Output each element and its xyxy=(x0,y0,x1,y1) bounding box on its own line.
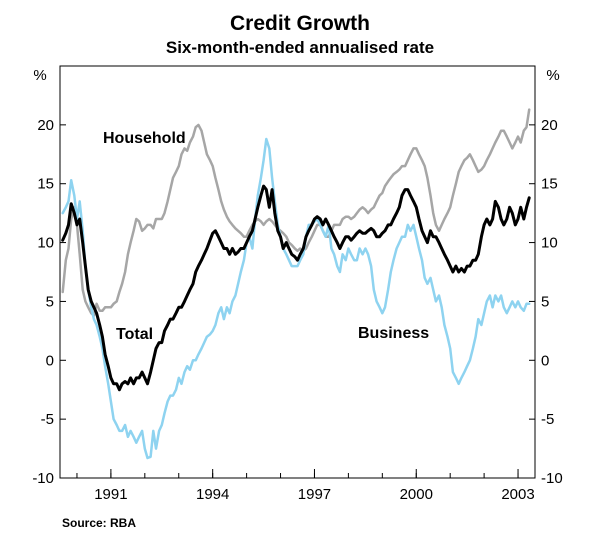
total-series-line xyxy=(61,184,531,392)
plot-frame xyxy=(59,65,536,479)
y-tick-label-left: 0 xyxy=(46,352,54,369)
y-tick-label-left: -5 xyxy=(41,411,54,428)
household-label: Household xyxy=(103,130,186,147)
y-unit-right: % xyxy=(546,67,559,84)
y-axis-left: -10 -5 0 5 10 15 20 xyxy=(32,117,66,487)
source-note: Source: RBA xyxy=(62,516,136,530)
y-axis-right: -10 -5 0 5 10 15 20 xyxy=(529,117,563,487)
x-tick-label: 2003 xyxy=(501,486,534,503)
x-tick-label: 1997 xyxy=(298,486,331,503)
y-tick-label-left: 20 xyxy=(37,117,54,134)
total-label: Total xyxy=(116,326,153,343)
y-tick-label-left: -10 xyxy=(32,470,54,487)
y-tick-label-left: 5 xyxy=(46,293,54,310)
y-tick-label-right: 5 xyxy=(541,293,549,310)
y-unit-left: % xyxy=(33,67,46,84)
y-tick-label-right: -5 xyxy=(541,411,554,428)
y-tick-label-right: 20 xyxy=(541,117,558,134)
y-tick-label-left: 10 xyxy=(37,235,54,252)
y-tick-label-left: 15 xyxy=(37,176,54,193)
household-series-line xyxy=(61,108,531,317)
chart-title: Credit Growth xyxy=(230,12,370,35)
x-tick-label: 2000 xyxy=(400,486,433,503)
x-tick-label: 1994 xyxy=(196,486,229,503)
y-tick-label-right: 0 xyxy=(541,352,549,369)
business-label: Business xyxy=(358,325,429,342)
y-tick-label-right: 15 xyxy=(541,176,558,193)
chart-subtitle: Six-month-ended annualised rate xyxy=(166,38,434,57)
y-tick-label-right: 10 xyxy=(541,235,558,252)
x-tick-label: 1991 xyxy=(94,486,127,503)
y-tick-label-right: -10 xyxy=(541,470,563,487)
x-axis: 1991 1994 1997 2000 2003 xyxy=(76,469,535,503)
series-layer xyxy=(61,108,531,460)
business-series-line xyxy=(61,137,531,460)
